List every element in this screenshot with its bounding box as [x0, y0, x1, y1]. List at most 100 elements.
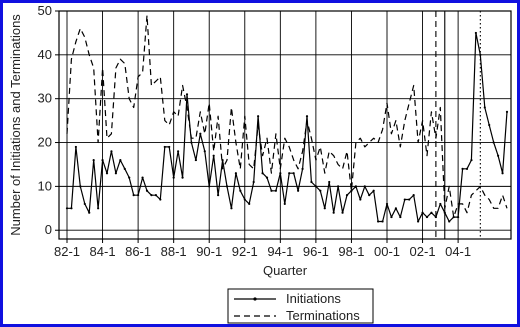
- y-tick-label: 0: [45, 222, 52, 237]
- data-point-initiations: [345, 194, 349, 197]
- data-point-initiations: [181, 176, 184, 179]
- data-point-initiations: [212, 154, 215, 157]
- data-point-initiations: [145, 189, 149, 192]
- x-tick-label: 98-1: [338, 244, 364, 259]
- data-point-initiations: [203, 150, 206, 153]
- data-point-initiations: [390, 215, 393, 219]
- data-point-initiations: [381, 220, 384, 223]
- data-point-initiations: [408, 198, 411, 201]
- data-point-initiations: [132, 194, 135, 197]
- data-point-initiations: [310, 180, 313, 184]
- data-point-initiations: [119, 158, 122, 162]
- data-point-initiations: [274, 189, 277, 192]
- data-point-initiations: [363, 185, 366, 188]
- data-point-initiations: [479, 53, 482, 56]
- data-point-initiations: [114, 172, 117, 175]
- series-line-terminations: [66, 14, 508, 218]
- data-point-initiations: [354, 185, 357, 188]
- data-point-initiations: [154, 194, 157, 197]
- data-point-initiations: [190, 141, 193, 144]
- data-point-initiations: [150, 194, 153, 197]
- data-point-initiations: [385, 202, 389, 206]
- data-point-initiations: [372, 189, 375, 192]
- data-point-initiations: [265, 176, 269, 179]
- data-point-initiations: [399, 215, 402, 219]
- y-axis-label: Number of Initiations and Terminations: [8, 14, 23, 236]
- data-point-initiations: [448, 220, 451, 223]
- data-point-initiations: [137, 194, 140, 197]
- data-point-initiations: [488, 123, 491, 127]
- x-tick-label: 86-1: [125, 244, 151, 259]
- x-tick-label: 88-1: [161, 244, 187, 259]
- data-point-initiations: [74, 145, 77, 149]
- data-point-initiations: [279, 172, 282, 175]
- data-point-initiations: [439, 202, 442, 206]
- x-tick-label: 84-1: [90, 244, 116, 259]
- legend-label-terminations: Terminations: [286, 308, 360, 323]
- x-axis: 82-1 84-1 86-1 88-1 90-1 92-1 94-1 96-1 98-1 00-1…: [54, 239, 471, 259]
- data-point-initiations: [270, 189, 273, 192]
- data-point-initiations: [248, 202, 251, 206]
- x-tick-label: 04-1: [445, 244, 471, 259]
- data-point-initiations: [168, 145, 171, 149]
- data-point-initiations: [430, 211, 433, 214]
- y-tick-label: 30: [38, 91, 52, 106]
- data-point-initiations: [101, 158, 104, 162]
- data-point-initiations: [292, 172, 295, 175]
- data-point-initiations: [474, 31, 477, 35]
- data-point-initiations: [314, 185, 317, 188]
- data-point-initiations: [65, 207, 69, 210]
- data-point-initiations: [225, 185, 229, 188]
- x-tick-label: 02-1: [410, 244, 436, 259]
- data-point-initiations: [230, 207, 233, 210]
- data-point-initiations: [470, 158, 473, 162]
- data-point-initiations: [194, 158, 197, 162]
- data-point-initiations: [465, 167, 469, 170]
- data-point-initiations: [141, 176, 144, 179]
- line-chart: 0 10 20 30 40 50 82-1 84-1 86-1 88-1 90-1 92-1 94-1…: [8, 3, 512, 324]
- data-point-initiations: [403, 198, 406, 201]
- data-point-initiations: [301, 167, 304, 170]
- data-point-initiations: [337, 185, 340, 188]
- legend: Initiations Terminations: [227, 288, 374, 324]
- data-point-initiations: [505, 110, 509, 113]
- x-tick-label: 00-1: [374, 244, 400, 259]
- data-point-initiations: [234, 172, 237, 175]
- data-point-initiations: [492, 141, 495, 144]
- data-point-initiations: [421, 211, 424, 214]
- data-point-initiations: [70, 207, 73, 210]
- data-point-initiations: [377, 220, 380, 223]
- data-point-initiations: [501, 172, 504, 175]
- x-tick-label: 92-1: [232, 244, 258, 259]
- data-point-initiations: [461, 167, 464, 170]
- data-point-initiations: [412, 194, 415, 197]
- data-point-initiations: [394, 207, 397, 210]
- data-point-initiations: [243, 198, 246, 201]
- data-point-initiations: [319, 189, 322, 192]
- series-line-initiations: [67, 32, 508, 223]
- data-point-initiations: [341, 211, 344, 214]
- data-point-initiations: [83, 202, 86, 206]
- x-tick-label: 94-1: [267, 244, 293, 259]
- data-point-initiations: [350, 189, 353, 192]
- data-point-initiations: [328, 180, 331, 184]
- data-point-initiations: [288, 172, 291, 175]
- x-tick-label: 82-1: [54, 244, 80, 259]
- data-point-initiations: [497, 154, 500, 157]
- y-tick-label: 50: [38, 3, 52, 18]
- legend-label-initiations: Initiations: [286, 291, 341, 306]
- y-tick-label: 40: [38, 47, 52, 62]
- data-point-initiations: [261, 172, 264, 175]
- y-tick-label: 20: [38, 135, 52, 150]
- data-point-initiations: [457, 215, 460, 219]
- data-point-initiations: [79, 185, 82, 188]
- data-point-initiations: [305, 115, 309, 118]
- data-point-initiations: [425, 215, 429, 219]
- data-point-initiations: [443, 211, 446, 214]
- data-point-initiations: [332, 211, 335, 214]
- data-point-initiations: [163, 145, 166, 149]
- data-point-initiations: [172, 176, 175, 179]
- data-point-initiations: [110, 150, 113, 153]
- data-point-initiations: [257, 115, 260, 118]
